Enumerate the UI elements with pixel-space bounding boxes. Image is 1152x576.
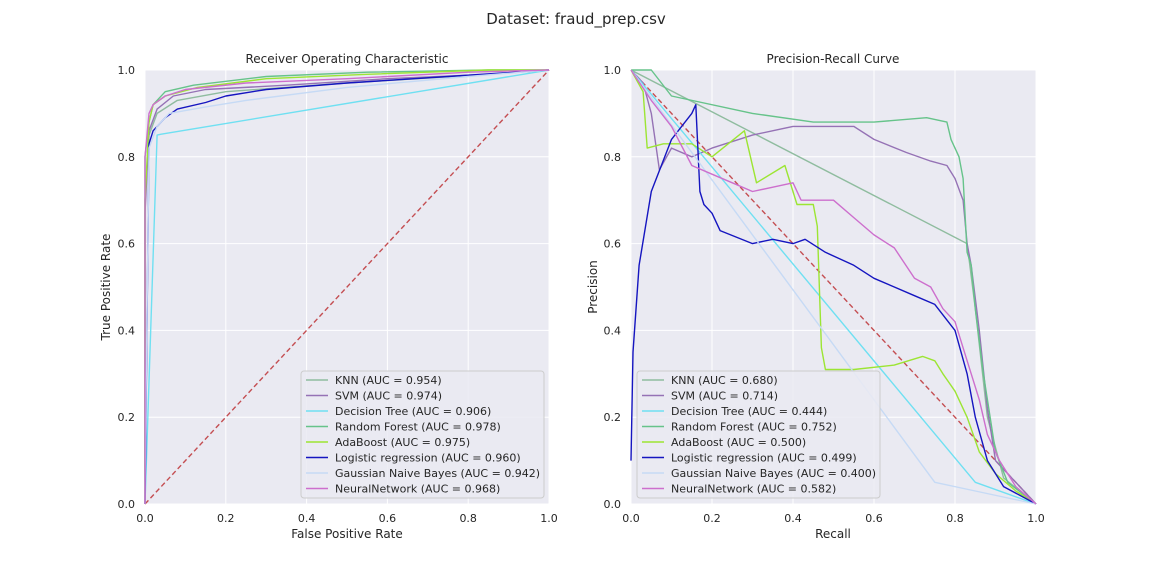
pr-x-tick-label: 0.0 [622, 512, 640, 525]
roc-y-axis-label: True Positive Rate [99, 234, 113, 342]
pr-y-ticks: 0.0 0.2 0.4 0.6 0.8 1.0 [604, 64, 622, 511]
roc-title: Receiver Operating Characteristic [245, 52, 448, 66]
pr-series-line-4 [630, 69, 1037, 505]
roc-legend-label: AdaBoost (AUC = 0.975) [335, 436, 470, 449]
pr-y-tick-label: 0.2 [604, 411, 622, 424]
pr-legend: KNN (AUC = 0.680) SVM (AUC = 0.714) Decisi… [636, 370, 881, 499]
pr-legend-box [636, 370, 881, 499]
pr-legend-label: NeuralNetwork (AUC = 0.582) [671, 483, 836, 496]
roc-y-ticks: 0.0 0.2 0.4 0.6 0.8 1.0 [118, 64, 136, 511]
pr-legend-label: Logistic regression (AUC = 0.499) [671, 452, 857, 465]
pr-y-tick-label: 0.0 [604, 498, 622, 511]
roc-legend-label: SVM (AUC = 0.974) [335, 390, 442, 403]
roc-y-tick-label: 0.4 [118, 324, 136, 337]
roc-legend-label: Logistic regression (AUC = 0.960) [335, 452, 521, 465]
pr-x-tick-label: 0.8 [946, 512, 964, 525]
roc-series-line-7 [144, 69, 550, 504]
roc-series-line-6 [144, 69, 550, 504]
roc-legend-box [300, 370, 545, 499]
roc-y-tick-label: 0.8 [118, 151, 136, 164]
roc-legend-label: Gaussian Naive Bayes (AUC = 0.942) [335, 467, 540, 480]
pr-legend-label: SVM (AUC = 0.714) [671, 390, 778, 403]
roc-x-tick-label: 1.0 [540, 512, 558, 525]
roc-x-tick-label: 0.6 [379, 512, 397, 525]
pr-x-tick-label: 0.4 [784, 512, 802, 525]
pr-legend-label: Gaussian Naive Bayes (AUC = 0.400) [671, 467, 876, 480]
pr-legend-label: Decision Tree (AUC = 0.444) [671, 405, 827, 418]
pr-x-ticks: 0.0 0.2 0.4 0.6 0.8 1.0 [622, 512, 1045, 525]
roc-series-line-5 [144, 69, 550, 505]
pr-reference-line [630, 69, 1037, 505]
pr-y-tick-label: 0.8 [604, 151, 622, 164]
roc-x-ticks: 0.0 0.2 0.4 0.6 0.8 1.0 [136, 512, 558, 525]
roc-reference-line [144, 69, 550, 505]
roc-x-tick-label: 0.8 [459, 512, 477, 525]
pr-legend-label: KNN (AUC = 0.680) [671, 374, 778, 387]
pr-series-line-1 [630, 69, 1037, 505]
pr-x-tick-label: 0.6 [865, 512, 883, 525]
roc-series-line-2 [144, 69, 550, 505]
pr-series-line-5 [630, 104, 1037, 505]
pr-title: Precision-Recall Curve [767, 52, 900, 66]
roc-legend-label: Random Forest (AUC = 0.978) [335, 421, 501, 434]
roc-x-tick-label: 0.2 [217, 512, 235, 525]
roc-grid [144, 69, 550, 505]
pr-x-tick-label: 1.0 [1027, 512, 1045, 525]
pr-y-tick-label: 0.4 [604, 324, 622, 337]
roc-legend-label: NeuralNetwork (AUC = 0.968) [335, 483, 500, 496]
roc-x-tick-label: 0.0 [136, 512, 154, 525]
pr-legend-label: AdaBoost (AUC = 0.500) [671, 436, 806, 449]
pr-series-line-2 [630, 69, 1037, 505]
roc-x-axis-label: False Positive Rate [291, 527, 403, 541]
pr-y-tick-label: 1.0 [604, 64, 622, 77]
pr-y-axis-label: Precision [586, 260, 600, 314]
pr-panel: 0.0 0.2 0.4 0.6 0.8 1.0 0.0 0.2 0.4 0.6 0.8 1.0 Pr… [586, 52, 1045, 541]
pr-x-axis-label: Recall [815, 527, 851, 541]
roc-legend-label: KNN (AUC = 0.954) [335, 374, 442, 387]
roc-legend-label: Decision Tree (AUC = 0.906) [335, 405, 491, 418]
roc-y-tick-label: 0.6 [118, 238, 136, 251]
roc-legend: KNN (AUC = 0.954) SVM (AUC = 0.974) Decisi… [300, 370, 545, 499]
roc-x-tick-label: 0.4 [298, 512, 316, 525]
pr-legend-label: Random Forest (AUC = 0.752) [671, 421, 837, 434]
roc-y-tick-label: 0.2 [118, 411, 136, 424]
roc-panel: 0.0 0.2 0.4 0.6 0.8 1.0 0.0 0.2 0.4 0.6 0.8 1.0 Re… [99, 52, 558, 541]
pr-series-line-6 [630, 69, 1037, 505]
pr-series-line-3 [631, 69, 1037, 505]
figure-title: Dataset: fraud_prep.csv [486, 10, 666, 29]
roc-y-tick-label: 0.0 [118, 498, 136, 511]
roc-series-group [144, 69, 550, 505]
roc-y-tick-label: 1.0 [118, 64, 136, 77]
pr-series-group [630, 69, 1037, 505]
pr-x-tick-label: 0.2 [703, 512, 721, 525]
pr-series-line-7 [630, 69, 1037, 505]
pr-y-tick-label: 0.6 [604, 238, 622, 251]
